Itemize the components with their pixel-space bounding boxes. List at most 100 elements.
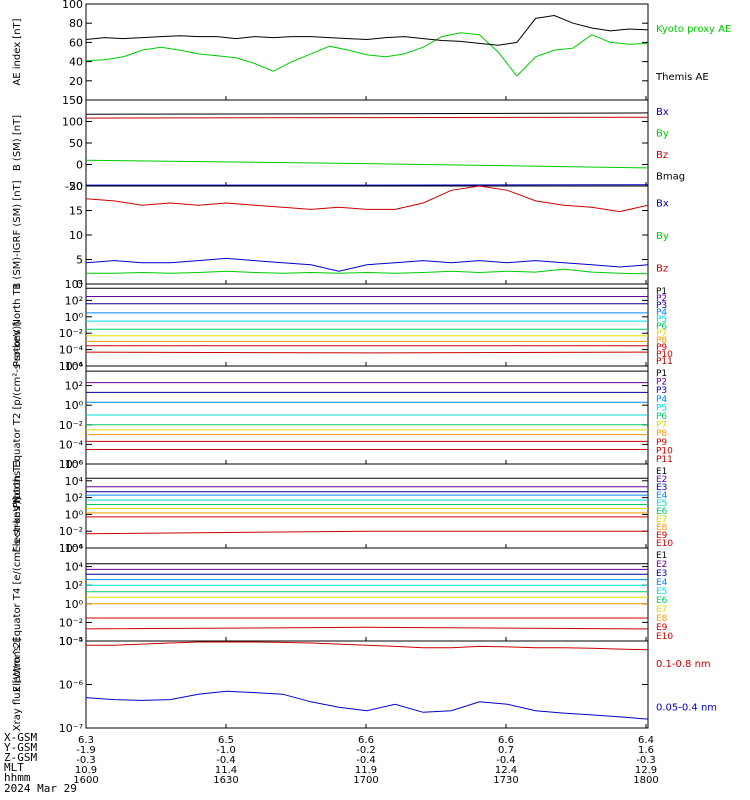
panel-6-ytick-label: 10² bbox=[65, 579, 83, 592]
panel-1-ytick-label: 150 bbox=[62, 94, 83, 107]
panel-0-ytick-label: 80 bbox=[69, 17, 83, 30]
panel-1-legend-0: Bx bbox=[656, 107, 669, 118]
panel-2-series-1-line bbox=[86, 268, 649, 275]
panel-6-ytick-label: 10⁴ bbox=[65, 561, 84, 574]
panel-5-ytick-label: 10⁶ bbox=[65, 458, 84, 471]
panel-6-legend-1: E2 bbox=[656, 560, 667, 570]
panel-4-legend-8: P9 bbox=[656, 438, 667, 448]
panel-5-legend-1: E2 bbox=[656, 475, 667, 485]
panel-1-legend-1: By bbox=[656, 128, 669, 139]
x-axis-value-2-1: -0.4 bbox=[216, 755, 236, 766]
panel-5-series-9-line bbox=[85, 530, 648, 535]
panel-1-ytick-label: -50 bbox=[65, 180, 83, 193]
panel-5-legend-0: E1 bbox=[656, 467, 667, 477]
panel-3-ytick-label: 10⁻² bbox=[59, 327, 83, 340]
panel-4-ytick-label: 10² bbox=[65, 380, 83, 393]
panel-5-ytick-label: 10⁰ bbox=[65, 508, 84, 521]
x-axis-value-0-1: 6.5 bbox=[218, 735, 234, 746]
panel-2-ytick-label: 10 bbox=[69, 229, 83, 242]
x-axis-value-4-1: 1630 bbox=[213, 775, 238, 786]
panel-0-legend-1: Themis AE bbox=[655, 72, 709, 83]
panel-6-ylabel: Electrons Equator T4 [e/(cm²-s-sr-keV)] bbox=[12, 497, 23, 692]
panel-0-ytick-label: 40 bbox=[69, 56, 83, 69]
panel-6-legend-8: E9 bbox=[656, 623, 668, 633]
panel-3-legend-8: P9 bbox=[656, 343, 667, 353]
date-label: 2024 Mar 29 bbox=[4, 782, 77, 795]
panel-6-legend-7: E8 bbox=[656, 614, 668, 624]
panel-6-legend-9: E10 bbox=[656, 632, 673, 642]
panel-7-ytick-label: 10⁻⁵ bbox=[59, 635, 83, 648]
x-axis-value-2-0: -0.3 bbox=[76, 755, 96, 766]
x-axis-value-2-4: -0.3 bbox=[636, 755, 656, 766]
panel-1-series-2-line bbox=[85, 116, 649, 119]
panel-3-legend-4: P5 bbox=[656, 315, 667, 325]
panel-0-frame bbox=[85, 3, 649, 101]
panel-5-legend-6: E7 bbox=[656, 515, 667, 525]
panel-0-ylabel: AE index [nT] bbox=[12, 18, 23, 85]
panel-7-ytick-label: 10⁻⁶ bbox=[59, 679, 84, 692]
x-axis-value-2-2: -0.4 bbox=[356, 755, 376, 766]
panel-4-legend-10: P11 bbox=[656, 455, 673, 465]
panel-0-series-1-line bbox=[85, 14, 649, 46]
panel-3-ytick-label: 10⁻⁶ bbox=[59, 360, 84, 373]
panel-7-series-0-line bbox=[86, 641, 649, 651]
panel-3-legend-0: P1 bbox=[656, 287, 667, 297]
x-axis-row-label-mlt: MLT bbox=[4, 761, 24, 774]
panel-3-legend-6: P7 bbox=[656, 329, 667, 339]
x-axis-value-4-0: 1600 bbox=[73, 775, 98, 786]
panel-4-legend-6: P7 bbox=[656, 421, 667, 431]
panel-2-series-0-line bbox=[85, 257, 649, 272]
x-axis-value-0-4: 6.4 bbox=[638, 735, 654, 746]
panel-1-series-3-line bbox=[85, 112, 649, 115]
x-axis-value-1-4: 1.6 bbox=[638, 745, 654, 756]
x-axis-value-3-3: 12.4 bbox=[495, 765, 517, 776]
panel-0-ytick-label: 100 bbox=[62, 0, 83, 11]
x-axis-value-3-1: 11.4 bbox=[215, 765, 237, 776]
panel-0-legend-0: Kyoto proxy AE bbox=[656, 24, 731, 35]
panel-4-legend-2: P3 bbox=[656, 386, 667, 396]
x-axis-row-label-zgsm: Z-GSM bbox=[4, 751, 38, 764]
x-axis-row-label-hhmm: hhmm bbox=[4, 771, 31, 784]
x-axis-value-0-2: 6.6 bbox=[358, 735, 374, 746]
panel-3-ytick-label: 10⁻⁴ bbox=[59, 344, 84, 357]
panel-4-legend-7: P8 bbox=[656, 429, 667, 439]
panel-6-ytick-label: 10⁶ bbox=[65, 542, 84, 555]
panel-6-legend-2: E3 bbox=[656, 569, 667, 579]
panel-4-legend-0: P1 bbox=[656, 369, 667, 379]
panel-4-ytick-label: 10⁻² bbox=[59, 419, 83, 432]
panel-4-legend-9: P10 bbox=[656, 446, 673, 456]
x-axis-value-2-3: -0.4 bbox=[496, 755, 516, 766]
x-axis-value-0-3: 6.6 bbox=[498, 735, 514, 746]
panel-5-frame bbox=[85, 463, 649, 549]
panel-0-series-0-line bbox=[85, 32, 649, 77]
panel-3-legend-9: P10 bbox=[656, 350, 673, 360]
panel-6-series-9-line bbox=[85, 626, 649, 630]
panel-4-ytick-label: 10⁻⁶ bbox=[59, 458, 84, 471]
panel-6-legend-5: E6 bbox=[656, 596, 668, 606]
panel-1-legend-3: Bmag bbox=[656, 171, 685, 182]
x-axis-value-1-3: 0.7 bbox=[498, 745, 514, 756]
panel-7-ytick-label: 10⁻⁷ bbox=[59, 722, 83, 735]
panel-6-legend-4: E5 bbox=[656, 587, 667, 597]
panel-3-ytick-label: 10⁴ bbox=[65, 278, 84, 291]
panel-3-legend-2: P3 bbox=[656, 301, 667, 311]
panel-3-legend-5: P6 bbox=[656, 322, 667, 332]
panel-3-ylabel: Protons North T1 bbox=[12, 283, 23, 367]
panel-1-ytick-label: 50 bbox=[69, 137, 83, 150]
panel-2-legend-0: Bx bbox=[656, 198, 669, 209]
panel-1-ytick-label: 0 bbox=[76, 159, 83, 172]
panel-6-legend-3: E4 bbox=[656, 578, 668, 588]
panel-5-legend-5: E6 bbox=[656, 507, 668, 517]
x-axis-value-1-0: -1.9 bbox=[76, 745, 96, 756]
panel-5-legend-7: E8 bbox=[656, 523, 668, 533]
panel-0-ytick-label: 20 bbox=[69, 75, 83, 88]
panel-7-legend-0: 0.1-0.8 nm bbox=[656, 659, 711, 670]
panel-3-ytick-label: 10⁰ bbox=[65, 311, 84, 324]
panel-0-ytick-label: 60 bbox=[69, 36, 83, 49]
panel-3-legend-1: P2 bbox=[656, 294, 667, 304]
x-axis-value-3-4: 12.9 bbox=[635, 765, 657, 776]
x-axis-value-1-1: -1.0 bbox=[216, 745, 236, 756]
panel-3-legend-10: P11 bbox=[656, 357, 673, 367]
panel-2-ytick-label: 0 bbox=[76, 278, 83, 291]
panel-5-legend-9: E10 bbox=[656, 539, 673, 549]
